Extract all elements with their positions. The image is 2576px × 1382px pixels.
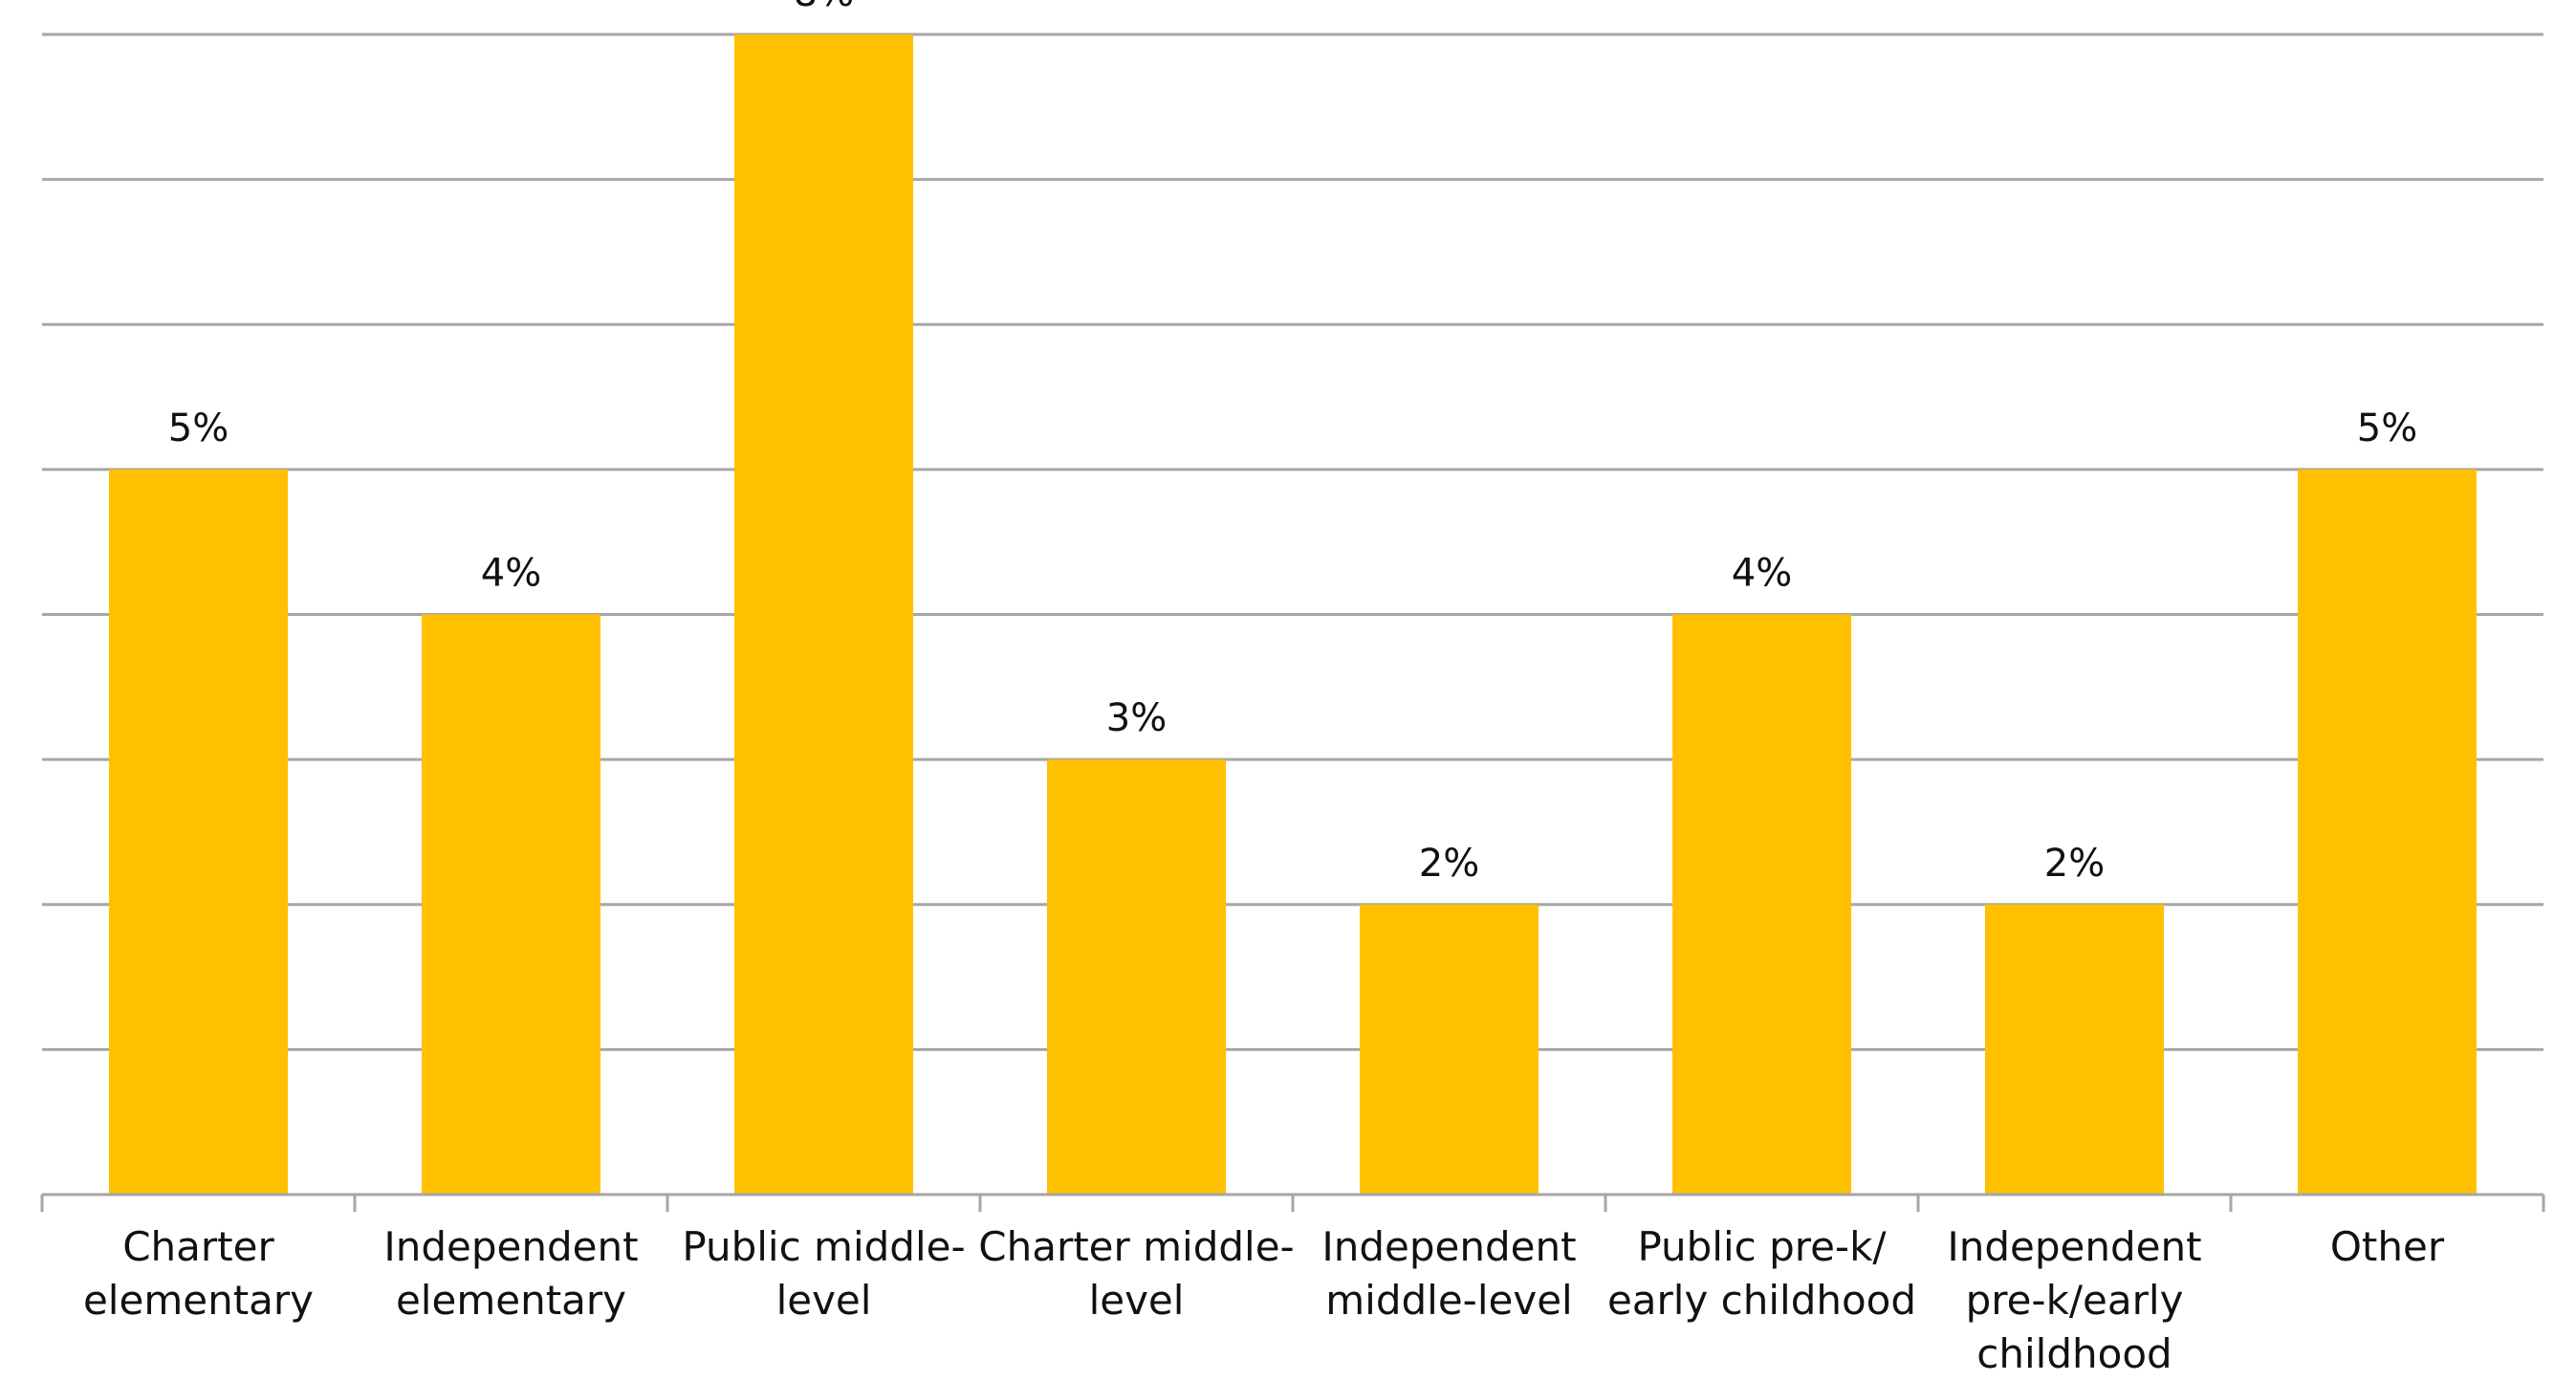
bar xyxy=(1047,759,1226,1195)
bars xyxy=(109,34,2477,1195)
bar xyxy=(734,34,913,1195)
category-label: Charter middle-level xyxy=(978,1223,1294,1324)
category-label: Charter elementary xyxy=(83,1223,314,1324)
gridlines xyxy=(42,33,2543,1051)
category-label-line: Public pre-k/ xyxy=(1637,1223,1887,1270)
category-labels: Charter elementary Independent elementary Pu… xyxy=(83,1223,2445,1377)
data-label: 2% xyxy=(1419,842,1479,886)
data-label: 5% xyxy=(168,406,229,450)
category-label-line: Charter xyxy=(122,1223,274,1270)
category-label-line: elementary xyxy=(83,1277,314,1324)
category-label-line: pre-k/early xyxy=(1966,1277,2184,1324)
category-label-line: Other xyxy=(2330,1223,2445,1270)
category-label-line: level xyxy=(776,1277,872,1324)
data-label: 3% xyxy=(1106,696,1167,740)
data-label: 4% xyxy=(1732,552,1792,596)
category-label-line: elementary xyxy=(396,1277,626,1324)
category-label-line: Public middle- xyxy=(682,1223,965,1270)
data-label: 2% xyxy=(2044,842,2105,886)
data-labels: 5% 4% 8% 3% 2% 4% 2% 5% xyxy=(168,0,2417,886)
bar xyxy=(1985,904,2164,1195)
category-label-line: Independent xyxy=(383,1223,638,1270)
bar xyxy=(1672,614,1851,1195)
category-label: Independent elementary xyxy=(383,1223,638,1324)
category-label: Public pre-k/early childhood xyxy=(1607,1223,1916,1324)
bar xyxy=(422,614,600,1195)
data-label: 4% xyxy=(481,552,541,596)
category-label: Public middle-level xyxy=(682,1223,965,1324)
category-label: Independent middle-level xyxy=(1321,1223,1576,1324)
category-label-line: Independent xyxy=(1321,1223,1576,1270)
category-label-line: Charter middle- xyxy=(978,1223,1294,1270)
data-label: 8% xyxy=(794,0,854,15)
x-axis xyxy=(40,1193,2545,1212)
bar xyxy=(2298,469,2477,1195)
category-label: Other xyxy=(2330,1223,2445,1270)
bar xyxy=(1360,904,1539,1195)
data-label: 5% xyxy=(2357,406,2417,450)
category-label-line: middle-level xyxy=(1325,1277,1572,1324)
bar xyxy=(109,469,288,1195)
category-label-line: early childhood xyxy=(1607,1277,1916,1324)
category-label-line: childhood xyxy=(1976,1330,2172,1377)
category-label: Independent pre-k/early childhood xyxy=(1947,1223,2201,1377)
category-label-line: level xyxy=(1089,1277,1185,1324)
category-label-line: Independent xyxy=(1947,1223,2201,1270)
